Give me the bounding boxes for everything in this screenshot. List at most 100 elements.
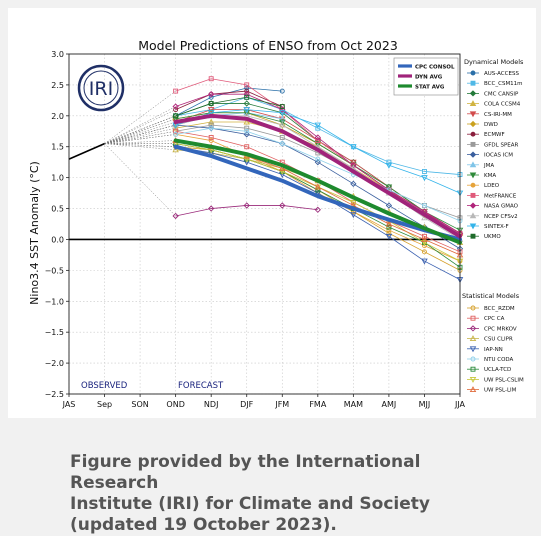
- point-iap-nn: [243, 159, 250, 166]
- point-ecmwf: [173, 107, 179, 113]
- point-iap-nn: [207, 150, 215, 157]
- legend-title-dynamical: Dynamical Models: [464, 58, 524, 66]
- legend-marker-ucla-tcd: [470, 366, 476, 372]
- point-ldeo: [422, 243, 427, 249]
- point-iap-nn: [350, 212, 357, 219]
- observed-label: OBSERVED: [81, 381, 128, 391]
- y-tick-label: 1.0: [51, 174, 64, 183]
- legend-label-metfrance: MetFRANCE: [484, 193, 517, 199]
- point-kma: [385, 184, 393, 191]
- legend-marker-iap-nn: [469, 346, 477, 353]
- legend-marker-cpc-mrkov: [469, 325, 477, 332]
- chart-title: Model Predictions of ENSO from Oct 2023: [138, 38, 398, 53]
- point-uw-psl-lim: [279, 164, 286, 171]
- legend-marker-ldeo: [470, 182, 476, 188]
- point-metfrance: [208, 76, 214, 82]
- point-iocas-icm: [350, 180, 357, 187]
- plot-frame: [68, 53, 461, 395]
- legend-title-statistical: Statistical Models: [462, 292, 520, 300]
- x-tick-label: MJJ: [419, 400, 431, 409]
- legend-label-ucla-tcd: UCLA-TCD: [484, 367, 511, 373]
- x-tick-label: SON: [131, 400, 148, 409]
- legend: CPC CONSOL DYN AVG STAT AVG Dynamical Model…: [393, 57, 524, 394]
- legend-marker-ecmwf: [470, 131, 476, 137]
- point-uw-psl-lim: [421, 236, 428, 242]
- legend-label-dyn-avg: DYN AVG: [415, 75, 443, 81]
- point-iap-nn: [279, 172, 286, 178]
- legend-label-csu-clipr: CSU CLIPR: [484, 337, 513, 343]
- legend-label-sintex-f: SINTEX-F: [484, 224, 509, 230]
- point-cpc-mrkov: [243, 202, 250, 209]
- y-tick-label: −1.0: [45, 297, 64, 306]
- x-tick-label: JFM: [274, 400, 289, 409]
- point-ukmo: [173, 113, 179, 119]
- point-cpc-mrkov: [314, 206, 321, 213]
- point-iocas-icm: [314, 159, 321, 166]
- y-tick-label: −1.5: [45, 328, 64, 337]
- point-cpc-ca: [244, 144, 250, 150]
- legend-marker-bcc-rzdm: [470, 305, 476, 311]
- point-metfrance: [244, 82, 250, 88]
- point-metfrance: [173, 88, 179, 94]
- series-sintex-f: [172, 107, 464, 197]
- connector-cs-iri-mm: [104, 121, 176, 144]
- point-cpc-ca: [422, 233, 427, 239]
- point-ntu-coda: [279, 141, 285, 147]
- point-ukmo: [208, 101, 214, 106]
- point-aus-access: [244, 85, 250, 91]
- spaghetti-lines: [104, 90, 176, 217]
- x-tick-label: AMJ: [382, 400, 397, 409]
- point-uw-psl-cslim: [279, 169, 286, 175]
- legend-label-bcc-csm11m: BCC_CSM11m: [484, 81, 523, 87]
- point-iap-nn: [421, 258, 428, 265]
- x-tick-label: Sep: [97, 400, 112, 409]
- x-tick-label: FMA: [309, 400, 327, 409]
- enso-chart: 3.0 2.5 2.0 1.5 1.0 0.5 0.0 −0.5 −1.0 −1.5 −2.0 −2.…: [28, 38, 524, 409]
- point-sintex-f: [243, 107, 250, 114]
- chart-panel: 3.0 2.5 2.0 1.5 1.0 0.5 0.0 −0.5 −1.0 −1.5 −2.0 −2.…: [8, 8, 536, 418]
- point-cpc-ca: [173, 128, 179, 134]
- point-iocas-icm: [243, 131, 250, 138]
- y-axis-label: Nino3.4 SST Anomaly (°C): [28, 161, 41, 305]
- y-tick-label: 2.0: [51, 112, 64, 121]
- point-bcc-rzdm: [422, 249, 427, 255]
- observed-line: [68, 142, 105, 160]
- legend-marker-cs-iri-mm: [469, 111, 477, 118]
- caption-line-1: Figure provided by the International Res…: [70, 452, 421, 493]
- legend-label-cs-iri-mm: CS-IRI-MM: [484, 112, 512, 118]
- connector-sintex-f: [104, 124, 176, 144]
- point-cs-iri-mm: [350, 159, 357, 166]
- point-ukmo: [279, 104, 285, 109]
- x-tick-label: MAM: [344, 400, 363, 409]
- connector-ukmo: [104, 115, 176, 144]
- legend-label-bcc-rzdm: BCC_RZDM: [484, 306, 515, 312]
- legend-marker-nasa-gmao: [469, 202, 477, 209]
- logo-text: IRI: [89, 78, 113, 100]
- series-line-ecmwf: [175, 90, 283, 111]
- point-metfrance: [315, 138, 321, 143]
- legend-marker-iocas-icm: [469, 151, 477, 158]
- connector-cola-ccsm4: [104, 127, 176, 144]
- point-sintex-f: [279, 110, 286, 117]
- legend-marker-dwd: [469, 120, 477, 128]
- x-tick-label: NDJ: [204, 400, 219, 409]
- legend-marker-kma: [469, 172, 477, 179]
- point-iocas-icm: [385, 202, 393, 209]
- legend-marker-ukmo: [470, 233, 476, 239]
- legend-label-cpc-ca: CPC CA: [484, 316, 505, 322]
- point-bcc-csm11m: [315, 125, 321, 131]
- legend-label-aus-access: AUS-ACCESS: [484, 71, 519, 77]
- legend-marker-sintex-f: [469, 223, 477, 230]
- x-tick-label: DJF: [240, 400, 254, 409]
- legend-label-cola-ccsm4: COLA CCSM4: [484, 102, 521, 108]
- legend-marker-uw-psl-lim: [469, 386, 477, 393]
- point-cpc-mrkov: [172, 212, 179, 220]
- point-bcc-rzdm: [386, 230, 392, 236]
- y-tick-label: 2.5: [51, 81, 64, 90]
- x-tick-label: JAS: [62, 400, 76, 409]
- point-kma: [314, 141, 322, 148]
- point-gfdl-spear: [244, 125, 250, 131]
- series-line-nasa-gmao: [175, 93, 461, 234]
- y-tick-label: 0.0: [51, 235, 64, 244]
- legend-marker-uw-psl-cslim: [469, 376, 477, 383]
